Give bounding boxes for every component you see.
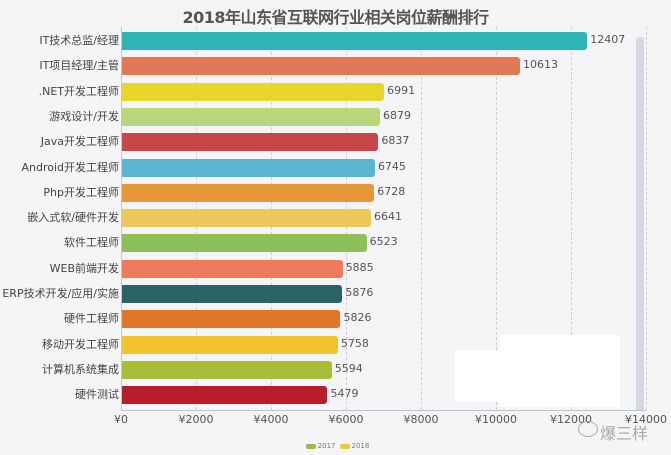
bar-row: WEB前端开发 5885 xyxy=(0,256,671,281)
bar[interactable] xyxy=(122,32,588,50)
value-label: 6641 xyxy=(374,210,403,224)
value-label: 6991 xyxy=(387,83,416,97)
category-label: 硬件测试 xyxy=(75,388,119,402)
category-label: Java开发工程师 xyxy=(40,135,119,149)
bar[interactable] xyxy=(122,386,328,405)
watermark: 爆三样 xyxy=(600,424,649,443)
value-label: 6728 xyxy=(377,184,406,198)
bar[interactable] xyxy=(122,360,332,379)
chart-title: 2018年山东省互联网行业相关岗位薪酬排行 xyxy=(182,8,489,27)
bar-row: Java开发工程师 6837 xyxy=(0,129,671,154)
bar-row: 嵌入式软/硬件开发 6641 xyxy=(0,205,671,230)
category-label: 硬件工程师 xyxy=(64,312,119,326)
x-axis xyxy=(121,410,646,411)
category-label: 移动开发工程师 xyxy=(42,337,119,351)
bar[interactable] xyxy=(122,310,341,329)
blank-patch xyxy=(500,335,620,407)
bar[interactable] xyxy=(122,335,338,354)
x-tick-label: ¥2000 xyxy=(178,413,214,426)
legend-item[interactable]: 2018 xyxy=(351,442,370,450)
gridline xyxy=(496,27,497,410)
bar[interactable] xyxy=(122,285,343,303)
scrollbar[interactable] xyxy=(636,37,644,410)
bar-row: 游戏设计/开发 6879 xyxy=(0,104,671,129)
bar-row: 软件工程师 6523 xyxy=(0,230,671,255)
bar-row: 计算机系统集成 5594 xyxy=(0,357,671,382)
category-label: IT项目经理/主管 xyxy=(39,59,119,73)
bar[interactable] xyxy=(122,158,375,177)
bar[interactable] xyxy=(122,82,385,101)
value-label: 5594 xyxy=(334,361,363,375)
bar-row: IT技术总监/经理 12407 xyxy=(0,28,671,53)
category-label: .NET开发工程师 xyxy=(38,84,119,98)
x-tick-label: ¥8000 xyxy=(403,413,439,426)
value-label: 5876 xyxy=(345,286,374,299)
x-tick-label: ¥10000 xyxy=(475,413,517,426)
x-tick-label: ¥14000 xyxy=(625,413,667,426)
value-label: 5758 xyxy=(340,336,369,350)
category-label: 嵌入式软/硬件开发 xyxy=(27,211,119,225)
bar[interactable] xyxy=(122,183,375,202)
bar[interactable] xyxy=(122,209,372,228)
bar-row: Android开发工程师 6745 xyxy=(0,155,671,180)
gridline xyxy=(421,27,422,410)
bar[interactable] xyxy=(122,57,520,76)
category-label: 游戏设计/开发 xyxy=(49,109,119,123)
value-label: 10613 xyxy=(522,58,558,72)
bar[interactable] xyxy=(122,107,380,126)
bar-row: 硬件测试 5479 xyxy=(0,382,671,407)
value-label: 5479 xyxy=(330,387,359,401)
category-label: Php开发工程师 xyxy=(43,185,119,199)
legend-item[interactable]: 2017 xyxy=(317,442,336,450)
bar-row: .NET开发工程师 6991 xyxy=(0,79,671,104)
legend: 2017 2018 xyxy=(0,442,671,450)
category-label: WEB前端开发 xyxy=(49,261,119,275)
value-label: 6745 xyxy=(377,159,406,173)
category-label: Android开发工程师 xyxy=(21,160,119,174)
bar[interactable] xyxy=(122,133,379,152)
bar-row: IT项目经理/主管 10613 xyxy=(0,53,671,78)
bar-row: ERP技术开发/应用/实施 5876 xyxy=(0,281,671,306)
blank-patch xyxy=(455,350,500,402)
y-axis xyxy=(121,27,122,410)
value-label: 6879 xyxy=(382,108,411,122)
bar-row: 移动开发工程师 5758 xyxy=(0,332,671,357)
bar-row: 硬件工程师 5826 xyxy=(0,306,671,331)
value-label: 6837 xyxy=(381,134,410,148)
legend-swatch xyxy=(339,443,350,449)
bar[interactable] xyxy=(122,259,343,278)
value-label: 5826 xyxy=(343,311,372,325)
value-label: 6523 xyxy=(369,235,398,249)
category-label: 计算机系统集成 xyxy=(42,362,119,376)
x-tick-label: ¥4000 xyxy=(253,413,289,426)
bar[interactable] xyxy=(122,234,367,253)
category-label: ERP技术开发/应用/实施 xyxy=(2,287,119,300)
x-tick-label: ¥6000 xyxy=(328,413,364,426)
category-label: 软件工程师 xyxy=(64,236,119,250)
wechat-icon xyxy=(578,421,598,437)
bar-row: Php开发工程师 6728 xyxy=(0,180,671,205)
value-label: 12407 xyxy=(590,33,626,46)
category-label: IT技术总监/经理 xyxy=(39,34,119,47)
gridline xyxy=(646,27,647,410)
legend-swatch xyxy=(305,443,316,449)
x-tick-label: ¥0 xyxy=(114,413,128,426)
value-label: 5885 xyxy=(345,260,374,274)
gridline xyxy=(571,27,572,410)
